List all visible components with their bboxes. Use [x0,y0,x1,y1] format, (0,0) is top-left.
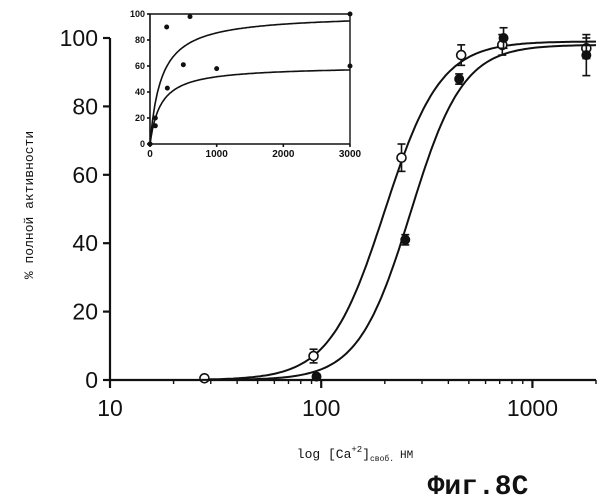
y-tick-label: 80 [135,35,145,45]
y-tick-label: 20 [135,113,145,123]
data-point-filled [147,141,153,147]
data-point-filled [152,123,158,129]
data-point-filled [347,11,353,17]
data-point-filled [581,50,592,61]
y-tick-label: 40 [135,87,145,97]
data-point-filled [214,66,220,72]
x-tick-label: 1000 [206,149,229,160]
y-tick-label: 20 [72,299,98,325]
data-point-open [455,49,467,61]
x-axis-label-sub: своб. [370,455,394,464]
data-point-open [199,372,210,384]
x-axis-label-close: ] [362,447,370,462]
y-tick-label: 40 [72,230,98,256]
fit-curve-series-1 [201,40,596,381]
x-axis-label: log [Ca+2]своб. НМ [297,445,413,464]
y-tick-label: 0 [85,367,98,393]
fit-curve-series-2 [149,69,351,145]
data-point-filled [400,234,411,245]
main-plot: 0 20 40 60 80 100 10 100 1000 [60,25,597,421]
data-point-open [308,350,319,362]
x-tick-label: 10 [97,395,123,421]
figure-label: Фиг.8С [428,472,529,500]
y-axis-label: % полной активности [22,131,37,279]
data-point-filled [311,371,322,382]
data-point-filled [498,33,509,43]
x-axis-label-unit: НМ [400,450,413,462]
data-point-open [396,152,407,163]
fit-curve-series-2 [201,44,597,381]
y-tick-label: 60 [72,162,98,188]
data-point-filled [180,62,186,68]
data-point-filled [164,85,170,91]
fit-curve-series-1 [149,20,350,145]
y-tick-label: 100 [130,9,145,19]
data-point-filled [187,14,193,20]
x-tick-label: 3000 [339,149,362,160]
data-point-filled [164,24,170,30]
x-axis-label-main: log [Ca [297,447,352,462]
y-tick-label: 0 [140,139,145,149]
y-tick-label: 80 [72,93,98,119]
x-axis-label-sup: +2 [351,445,362,455]
x-tick-label: 100 [302,395,340,421]
y-tick-label: 100 [60,25,98,51]
data-point-filled [347,63,353,69]
data-point-filled [454,74,465,85]
y-tick-label: 60 [135,61,145,71]
x-tick-label: 1000 [507,395,558,421]
x-tick-label: 0 [147,149,153,160]
x-tick-label: 2000 [272,149,295,160]
